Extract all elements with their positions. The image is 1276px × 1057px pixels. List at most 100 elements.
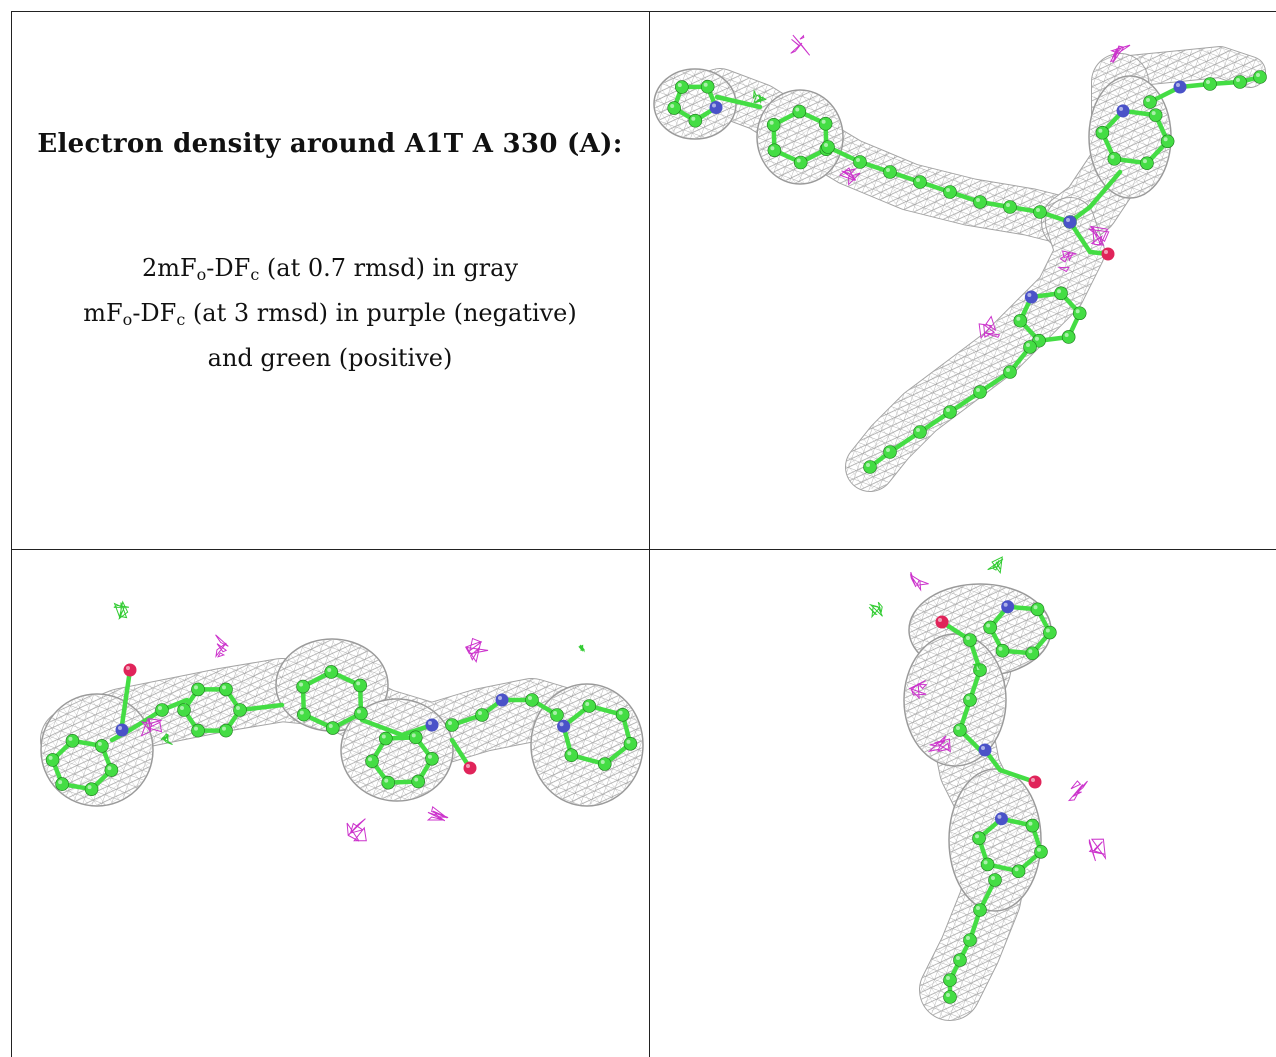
carbon-atom xyxy=(104,763,119,777)
carbon-atom xyxy=(84,782,99,796)
border-middle xyxy=(11,549,1276,550)
positive-density-blob xyxy=(868,601,883,619)
nitrogen-atom xyxy=(425,718,439,732)
carbon-atom xyxy=(1030,602,1045,617)
negative-density-blob xyxy=(1109,44,1131,63)
negative-density-blob xyxy=(790,34,811,56)
density-mesh xyxy=(653,68,737,140)
nitrogen-atom xyxy=(557,719,571,733)
carbon-atom xyxy=(1233,75,1247,89)
legend-2fofc: 2mFo-DFc (at 0.7 rmsd) in gray xyxy=(141,254,519,284)
negative-density-blob xyxy=(908,680,928,700)
carbon-atom xyxy=(821,140,835,154)
density-view-3 xyxy=(650,550,1276,1057)
positive-density-blob xyxy=(987,556,1004,575)
positive-density-blob xyxy=(752,89,767,104)
carbon-atom xyxy=(1011,864,1026,879)
oxygen-atom xyxy=(1101,247,1115,261)
carbon-atom xyxy=(582,699,597,713)
carbon-atom xyxy=(1107,152,1122,166)
oxygen-atom xyxy=(123,663,137,677)
carbon-atom xyxy=(1025,646,1040,661)
border-left xyxy=(11,11,12,1057)
negative-density-blob xyxy=(927,735,951,753)
positive-density-blob xyxy=(160,733,173,745)
carbon-atom xyxy=(233,703,247,717)
positive-density-blob xyxy=(972,663,984,673)
carbon-atom xyxy=(564,748,579,763)
carbon-atom xyxy=(155,703,169,717)
nitrogen-atom xyxy=(1173,80,1187,94)
oxygen-atom xyxy=(463,761,477,775)
carbon-atom xyxy=(1148,108,1163,122)
carbon-atom xyxy=(1034,845,1048,859)
figure-grid: Electron density around A1T A 330 (A): 2… xyxy=(11,11,1276,1057)
carbon-atom xyxy=(793,155,808,170)
carbon-atom xyxy=(980,857,995,872)
nitrogen-atom xyxy=(1024,290,1038,304)
carbon-atom xyxy=(863,460,877,474)
carbon-atom xyxy=(973,195,987,209)
carbon-atom xyxy=(953,953,967,967)
negative-density-blob xyxy=(346,818,367,842)
carbon-atom xyxy=(883,445,897,459)
density-mesh xyxy=(948,768,1042,912)
negative-density-blob xyxy=(140,716,163,737)
carbon-atom xyxy=(1003,200,1017,214)
nitrogen-atom xyxy=(994,812,1008,826)
border-top xyxy=(11,11,1276,12)
carbon-atom xyxy=(365,754,379,769)
carbon-atom xyxy=(1013,313,1028,328)
carbon-atom xyxy=(597,757,612,771)
carbon-atom xyxy=(913,175,927,189)
negative-density-blob xyxy=(839,167,861,186)
carbon-atom xyxy=(623,736,638,751)
carbon-atom xyxy=(65,734,80,748)
negative-density-blob xyxy=(215,634,229,659)
carbon-atom xyxy=(1253,70,1267,84)
carbon-atom xyxy=(177,703,191,717)
caption-cell: Electron density around A1T A 330 (A): 2… xyxy=(11,11,649,549)
nitrogen-atom xyxy=(978,743,992,757)
ligand-bonds xyxy=(714,94,763,110)
nitrogen-atom xyxy=(1116,104,1130,118)
carbon-atom xyxy=(767,143,782,158)
carbon-atom xyxy=(378,731,393,746)
figure-title: Electron density around A1T A 330 (A): xyxy=(37,129,623,159)
carbon-atom xyxy=(983,620,997,635)
carbon-atom xyxy=(550,708,564,722)
carbon-atom xyxy=(818,116,833,131)
negative-density-blob xyxy=(909,571,929,592)
carbon-atom xyxy=(1095,125,1110,140)
carbon-atom xyxy=(1023,340,1037,354)
nitrogen-atom xyxy=(495,693,509,707)
border-center xyxy=(649,11,650,1057)
carbon-atom xyxy=(963,633,977,647)
carbon-atom xyxy=(324,665,339,679)
positive-density-blob xyxy=(113,600,130,620)
negative-density-blob xyxy=(1088,838,1107,862)
negative-density-blob xyxy=(1067,780,1088,802)
carbon-atom xyxy=(1143,95,1157,109)
carbon-atom xyxy=(1140,156,1154,170)
carbon-atom xyxy=(973,903,987,917)
carbon-atom xyxy=(766,117,781,132)
carbon-atom xyxy=(1043,625,1057,640)
carbon-atom xyxy=(296,679,310,694)
negative-density-blob xyxy=(978,315,1001,339)
carbon-atom xyxy=(988,873,1002,887)
carbon-atom xyxy=(475,708,489,722)
carbon-atom xyxy=(219,682,233,697)
carbon-atom xyxy=(219,723,233,738)
carbon-atom xyxy=(45,753,60,767)
legend-fofc: mFo-DFc (at 3 rmsd) in purple (negative) xyxy=(83,299,577,329)
density-mesh xyxy=(903,633,1007,767)
positive-density-blob xyxy=(578,644,585,653)
carbon-atom xyxy=(700,79,715,94)
carbon-atom xyxy=(1072,306,1087,321)
carbon-atom xyxy=(297,707,311,722)
carbon-atom xyxy=(1054,286,1068,301)
carbon-atom xyxy=(667,101,681,115)
carbon-atom xyxy=(1025,818,1040,833)
oxygen-atom xyxy=(1028,775,1042,789)
